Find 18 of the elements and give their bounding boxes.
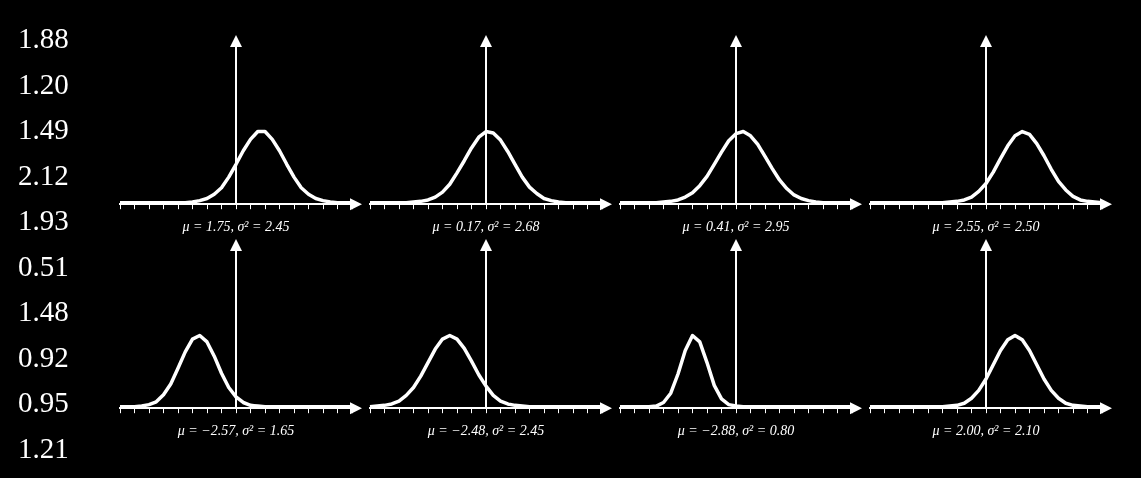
text: 1.21 (18, 430, 70, 466)
x-axis-title: μ = 2.00, σ² = 2.10 (931, 423, 1040, 439)
text: 0.51 (18, 248, 70, 284)
text: 2.12 (18, 157, 70, 193)
x-axis-title: μ = 0.17, σ² = 2.68 (431, 219, 540, 235)
text: 0.92 (18, 339, 70, 375)
text: 1.93 (18, 203, 70, 238)
text: 1.88 (18, 21, 70, 56)
x-axis-title: μ = −2.88, σ² = 0.80 (676, 423, 795, 439)
text: 1.48 (18, 294, 70, 329)
x-axis-title: μ = 1.75, σ² = 2.45 (181, 219, 290, 235)
text: 1.20 (18, 66, 70, 102)
text: 1.49 (18, 112, 70, 147)
text: 0.95 (18, 385, 70, 420)
x-axis-title: μ = 2.55, σ² = 2.50 (931, 219, 1040, 235)
x-axis-title: μ = −2.48, σ² = 2.45 (426, 423, 545, 439)
x-axis-title: μ = 0.41, σ² = 2.95 (681, 219, 790, 235)
x-axis-title: μ = −2.57, σ² = 1.65 (176, 423, 295, 439)
